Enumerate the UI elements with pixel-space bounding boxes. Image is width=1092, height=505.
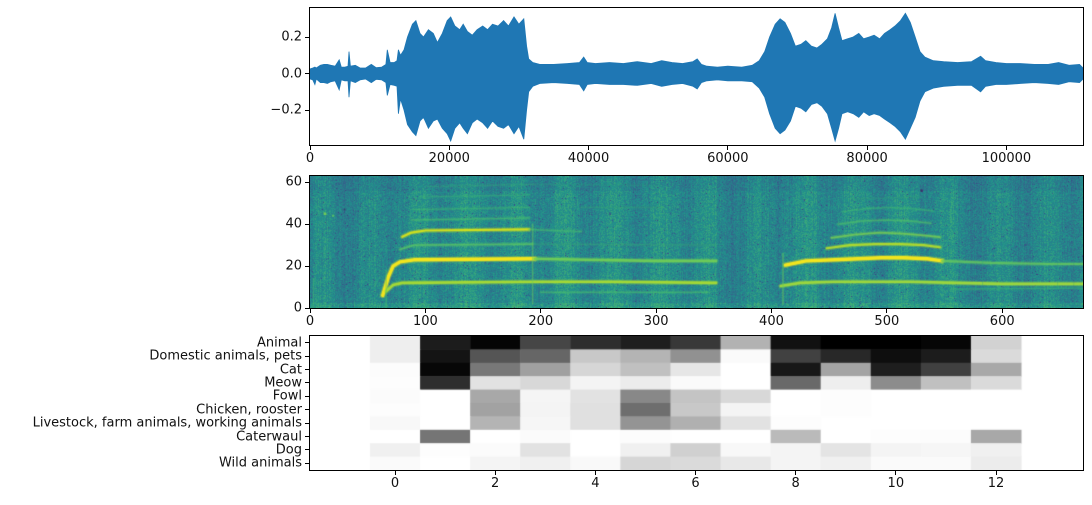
x-tick-mark xyxy=(1005,146,1007,150)
x-tick-label: 60000 xyxy=(707,151,749,166)
y-tick-mark xyxy=(305,436,309,437)
x-tick-mark xyxy=(494,471,496,475)
tag-heatmap-axes: 0 2 4 6 8 10 12 Animal Domestic animals, pets Cat… xyxy=(33,335,1084,491)
x-tick-label: 80000 xyxy=(846,151,888,166)
x-tick-label: 4 xyxy=(591,476,600,491)
y-tick-mark xyxy=(305,409,309,411)
x-tick-label: 0 xyxy=(305,314,315,329)
x-tick-mark xyxy=(727,146,729,150)
y-tick-mark xyxy=(305,265,309,267)
y-tick-mark xyxy=(305,181,309,183)
y-tick-mark xyxy=(305,342,309,344)
x-tick-label: 100 xyxy=(412,314,438,329)
y-tick-mark xyxy=(305,307,309,309)
x-tick-label: 600 xyxy=(989,314,1015,329)
waveform-plot xyxy=(310,12,1083,143)
y-tick-mark xyxy=(305,369,309,370)
x-tick-mark xyxy=(995,471,997,475)
x-tick-label: 500 xyxy=(874,314,900,329)
y-tick-mark xyxy=(305,422,309,424)
row-label: Meow xyxy=(264,375,302,391)
y-tick-label: 60 xyxy=(285,174,302,190)
x-tick-label: 2 xyxy=(491,476,500,491)
x-tick-mark xyxy=(394,471,396,475)
row-label: Dog xyxy=(275,442,302,458)
row-label: Caterwaul xyxy=(236,429,302,444)
x-tick-label: 300 xyxy=(643,314,669,329)
x-tick-mark xyxy=(540,309,542,313)
x-tick-mark xyxy=(770,309,772,313)
row-label: Livestock, farm animals, working animals xyxy=(32,415,302,431)
y-tick-label: 20 xyxy=(285,258,302,274)
x-tick-label: 40000 xyxy=(567,151,610,166)
y-tick-label: 40 xyxy=(285,216,302,232)
x-tick-mark xyxy=(309,146,311,150)
y-tick-mark xyxy=(305,382,309,384)
y-tick-mark xyxy=(305,449,309,451)
x-tick-label: 20000 xyxy=(428,151,470,166)
x-tick-mark xyxy=(424,309,426,313)
y-tick-mark xyxy=(305,36,309,38)
row-label: Animal xyxy=(257,335,302,351)
x-tick-mark xyxy=(309,309,311,313)
x-tick-label: 12 xyxy=(987,476,1005,491)
y-tick-label: 0 xyxy=(293,300,302,316)
y-tick-label: 0.2 xyxy=(281,29,302,45)
x-tick-label: 100000 xyxy=(981,151,1032,166)
spectrogram-axes: 0 100 200 300 400 500 600 0 20 40 60 xyxy=(285,175,1084,329)
x-tick-mark xyxy=(448,146,450,150)
x-tick-mark xyxy=(1001,309,1003,313)
y-tick-mark xyxy=(305,462,309,464)
row-label: Chicken, rooster xyxy=(196,402,302,418)
x-tick-label: 6 xyxy=(691,476,700,491)
waveform-axes: 0 20000 40000 60000 80000 100000 0.2 0.0 −0.2 xyxy=(270,7,1084,166)
x-tick-mark xyxy=(895,471,897,475)
x-tick-mark xyxy=(594,471,596,475)
row-label: Cat xyxy=(279,362,302,377)
x-tick-label: 0 xyxy=(305,151,315,166)
x-tick-mark xyxy=(886,309,888,313)
x-tick-label: 10 xyxy=(887,476,905,491)
x-tick-label: 0 xyxy=(390,476,400,491)
y-tick-label: 0.0 xyxy=(281,66,302,81)
x-tick-label: 200 xyxy=(528,314,554,329)
x-tick-mark xyxy=(795,471,797,475)
y-tick-mark xyxy=(305,73,309,74)
x-tick-mark xyxy=(588,146,590,150)
row-label: Domestic animals, pets xyxy=(149,348,302,364)
spectrogram-image xyxy=(310,176,1083,308)
row-label: Wild animals xyxy=(218,455,302,471)
x-tick-mark xyxy=(866,146,868,150)
waveform-envelope xyxy=(310,12,1083,143)
x-tick-label: 8 xyxy=(791,476,800,491)
y-tick-label: −0.2 xyxy=(270,102,302,118)
y-tick-mark xyxy=(305,355,309,357)
x-tick-label: 400 xyxy=(759,314,784,329)
x-tick-mark xyxy=(655,309,657,313)
y-tick-mark xyxy=(305,109,309,111)
y-tick-mark xyxy=(305,223,309,225)
y-tick-mark xyxy=(305,395,309,397)
tag-heatmap-image xyxy=(310,336,1083,470)
x-tick-mark xyxy=(695,471,697,475)
row-label: Fowl xyxy=(272,388,302,404)
